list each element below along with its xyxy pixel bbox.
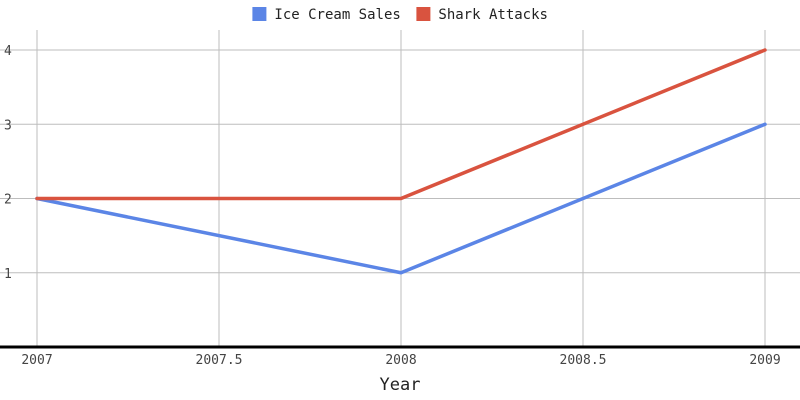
series-line-1 bbox=[35, 122, 767, 275]
series-line-2 bbox=[35, 48, 767, 201]
x-axis: 2007 2007.5 2008 2008.5 2009 bbox=[0, 345, 800, 368]
x-tick-label: 2008 bbox=[385, 353, 416, 368]
y-tick-label: 3 bbox=[4, 118, 12, 133]
legend-label: Shark Attacks bbox=[438, 7, 548, 23]
y-tick-label: 1 bbox=[4, 267, 12, 282]
y-tick-label: 4 bbox=[4, 44, 12, 59]
legend: Ice Cream Sales Shark Attacks bbox=[252, 7, 548, 23]
y-axis: 1 2 3 4 bbox=[4, 44, 12, 282]
x-tick-label: 2007.5 bbox=[196, 353, 243, 368]
legend-swatch bbox=[252, 7, 267, 21]
legend-swatch bbox=[416, 7, 431, 21]
y-tick-label: 2 bbox=[4, 193, 12, 208]
legend-label: Ice Cream Sales bbox=[274, 7, 400, 23]
series-lines bbox=[35, 48, 767, 275]
x-tick-label: 2007 bbox=[21, 353, 52, 368]
x-tick-label: 2009 bbox=[749, 353, 780, 368]
grid bbox=[0, 30, 800, 347]
x-axis-title: Year bbox=[380, 375, 421, 395]
x-tick-label: 2008.5 bbox=[560, 353, 607, 368]
